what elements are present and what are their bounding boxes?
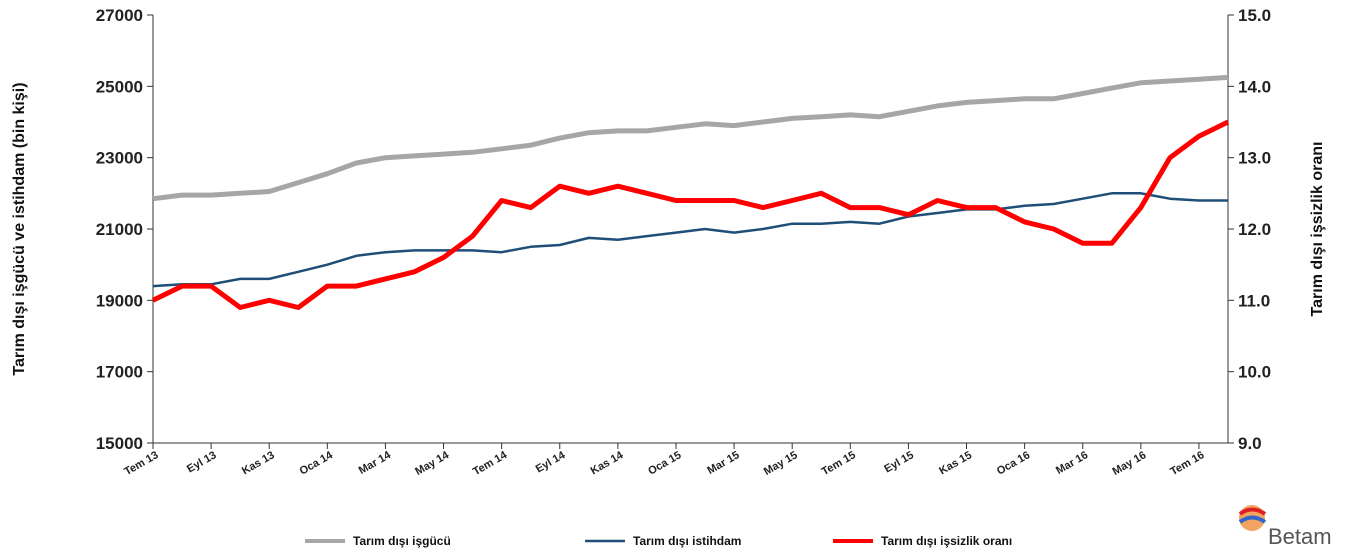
- x-tick-label: Eyl 13: [185, 449, 219, 475]
- y-tick-label: 19000: [96, 291, 143, 310]
- x-tick-label: Eyl 14: [534, 449, 568, 476]
- logo: Betam: [1238, 505, 1332, 549]
- y-tick-label: 21000: [96, 220, 143, 239]
- y-axis-label: Tarım dışı işgücü ve istihdam (bin kişi): [11, 82, 28, 375]
- x-tick-label: Kas 13: [240, 449, 277, 477]
- logo-icon: [1238, 515, 1267, 524]
- x-tick-label: Oca 16: [995, 449, 1032, 477]
- legend-label: Tarım dışı istihdam: [633, 534, 741, 548]
- legend-label: Tarım dışı işgücü: [353, 534, 451, 548]
- y2-tick-label: 15.0: [1238, 6, 1271, 25]
- y2-tick-label: 12.0: [1238, 220, 1271, 239]
- series-line: [152, 192, 1228, 288]
- y2-tick-label: 14.0: [1238, 77, 1271, 96]
- logo-icon: [1238, 507, 1267, 516]
- x-tick-label: Kas 15: [937, 449, 974, 477]
- y-tick-label: 25000: [96, 77, 143, 96]
- y-tick-label: 17000: [96, 363, 143, 382]
- series-line: [151, 119, 1230, 310]
- x-tick-label: Kas 14: [589, 449, 626, 478]
- x-tick-label: Tem 13: [122, 449, 160, 478]
- logo-text: Betam: [1268, 524, 1332, 549]
- x-tick-label: May 15: [762, 449, 800, 478]
- x-tick-label: Mar 16: [1054, 449, 1090, 477]
- y2-tick-label: 10.0: [1238, 363, 1271, 382]
- y-tick-label: 23000: [96, 149, 143, 168]
- y-tick-label: 15000: [96, 434, 143, 453]
- y2-axis-label: Tarım dışı işsizlik oranı: [1309, 142, 1326, 317]
- x-tick-label: Mar 15: [705, 449, 741, 477]
- x-tick-label: Mar 14: [357, 449, 394, 477]
- x-tick-label: Oca 15: [646, 449, 683, 477]
- x-tick-label: May 16: [1111, 449, 1149, 478]
- x-tick-label: Eyl 15: [882, 449, 916, 475]
- y-tick-label: 27000: [96, 6, 143, 25]
- y2-tick-label: 9.0: [1238, 434, 1262, 453]
- x-tick-label: Oca 14: [298, 449, 336, 478]
- x-tick-label: Tem 14: [471, 449, 510, 478]
- legend-label: Tarım dışı işsizlik oranı: [881, 534, 1012, 548]
- y2-tick-label: 11.0: [1238, 291, 1270, 310]
- series-line: [152, 74, 1229, 202]
- x-tick-label: May 14: [413, 449, 452, 478]
- x-tick-label: Tem 15: [820, 449, 858, 478]
- x-tick-label: Tem 16: [1168, 449, 1206, 478]
- y2-tick-label: 13.0: [1238, 149, 1271, 168]
